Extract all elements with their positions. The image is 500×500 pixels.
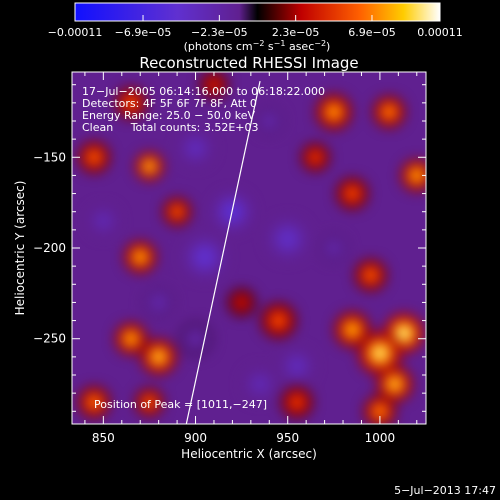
colorbar-unit-label: (photons cm−2 s−1 asec−2) xyxy=(184,39,331,53)
info-energy-range: Energy Range: 25.0 − 50.0 keV xyxy=(82,109,256,122)
x-tick-label: 850 xyxy=(92,431,115,445)
colorbar-tick-label: 2.3e−05 xyxy=(272,26,319,39)
heatmap-blob xyxy=(146,163,153,170)
colorbar-tick-label: −2.3e−05 xyxy=(191,26,248,39)
heatmap-blob xyxy=(190,333,202,345)
heatmap-blob xyxy=(312,154,319,161)
x-tick-label: 1000 xyxy=(365,431,396,445)
y-tick-label: −200 xyxy=(33,241,66,255)
heatmap-blob xyxy=(281,232,295,246)
heatmap-blob xyxy=(329,107,338,116)
heatmap-blob xyxy=(238,299,245,306)
heatmap-blob xyxy=(127,99,135,107)
heatmap-blob xyxy=(399,328,409,338)
heatmap-blob xyxy=(264,116,274,126)
heatmap-blob xyxy=(90,153,98,161)
heatmap-blob xyxy=(98,215,109,226)
heatmap-blob xyxy=(254,378,266,390)
chart-title: Reconstructed RHESSI Image xyxy=(139,54,358,72)
heatmap-blob xyxy=(210,81,218,88)
colorbar-tick-label: 0.00011 xyxy=(417,26,463,39)
heatmap-blob xyxy=(198,250,212,264)
y-axis-label: Heliocentric Y (arcsec) xyxy=(13,181,27,316)
colorbar-ticks: −0.00011 −6.9e−05 −2.3e−05 2.3e−05 6.9e−05 0.… xyxy=(48,15,463,39)
heatmap-blob xyxy=(385,108,393,116)
colorbar-tick-label: −6.9e−05 xyxy=(115,26,172,39)
heatmap-blob xyxy=(190,142,202,154)
colorbar-tick-label: −0.00011 xyxy=(48,26,103,39)
heatmap-blob xyxy=(348,189,356,198)
info-detectors: Detectors: 4F 5F 6F 7F 8F, Att 0 xyxy=(82,97,257,110)
heatmap-blob xyxy=(127,335,135,343)
heatmap-blob xyxy=(291,360,303,372)
y-tick-label: −250 xyxy=(33,332,66,346)
heatmap-blob xyxy=(413,171,421,180)
heatmap-blob xyxy=(90,398,98,406)
heatmap-blob xyxy=(274,316,283,325)
solar-limb-line xyxy=(185,80,261,424)
x-axis-ticks: 850 900 950 1000 xyxy=(84,72,418,445)
x-tick-label: 950 xyxy=(276,431,299,445)
heatmap-blob xyxy=(348,325,357,334)
colorbar-tick-label: 6.9e−05 xyxy=(348,26,395,39)
heatmap-image xyxy=(77,72,426,424)
y-axis-ticks: −150 −200 −250 xyxy=(33,84,426,412)
heatmap-blob xyxy=(367,271,375,279)
x-axis-label: Heliocentric X (arcsec) xyxy=(181,447,317,461)
info-clean-counts: Clean Total counts: 3.52E+03 xyxy=(82,121,259,134)
heatmap-blob xyxy=(136,253,144,261)
heatmap-blob xyxy=(376,407,384,415)
heatmap-blob xyxy=(329,243,339,253)
heatmap-blob xyxy=(173,208,181,215)
info-time-range: 17−Jul−2005 06:14:16.000 to 06:18:22.000 xyxy=(82,85,325,98)
heatmap-blob xyxy=(153,297,164,308)
colorbar xyxy=(74,2,441,22)
heatmap-blob xyxy=(293,398,301,406)
heatmap-blob xyxy=(390,380,399,389)
heatmap-blob xyxy=(154,352,163,361)
peak-position-label: Position of Peak = [1011,−247] xyxy=(94,398,267,411)
y-tick-label: −150 xyxy=(33,150,66,164)
heatmap-blob xyxy=(375,348,385,359)
x-tick-label: 900 xyxy=(184,431,207,445)
footer-date: 5−Jul−2013 17:47 xyxy=(394,484,496,497)
heatmap-blob xyxy=(146,398,153,406)
